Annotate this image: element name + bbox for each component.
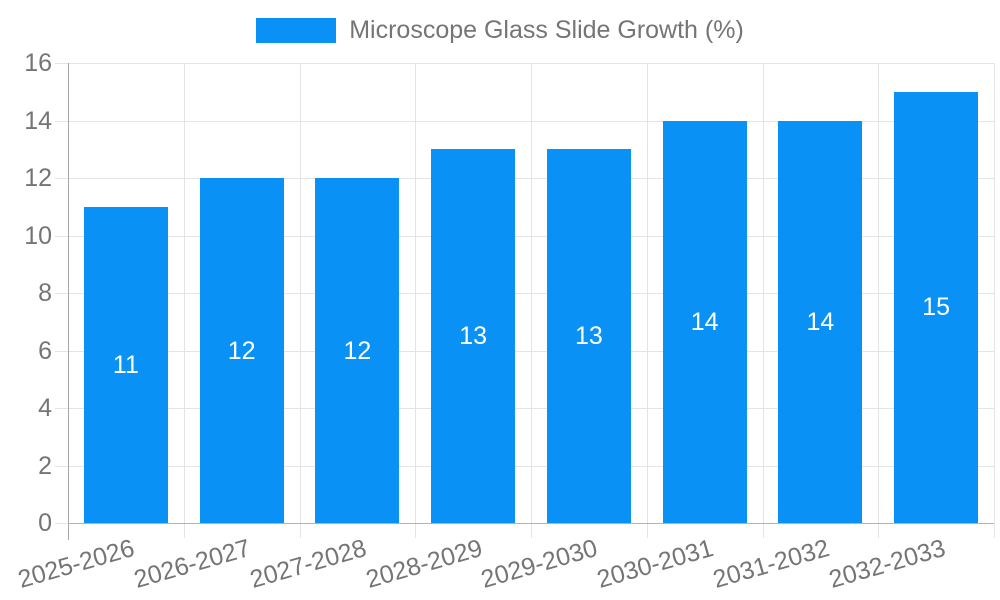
y-gridline [55,178,994,179]
legend-swatch-icon [256,18,337,43]
y-gridline [55,350,994,352]
y-gridline [55,120,994,122]
bar-value-label: 15 [922,293,950,322]
y-gridline [55,235,994,237]
bar[interactable] [662,120,747,523]
bar[interactable] [546,149,631,524]
y-gridline [55,63,994,64]
bar[interactable] [894,91,979,524]
bar-value-label: 12 [343,336,372,365]
x-tick-label: 2031-2032 [709,533,833,594]
bar-value-label: 14 [806,307,835,336]
x-tick-label: 2032-2033 [825,533,949,594]
category-gridline [762,63,764,538]
x-tick-label: 2027-2028 [246,533,370,594]
category-gridline [299,63,301,538]
y-tick-label: 6 [38,336,52,365]
y-tick-label: 8 [38,279,52,307]
bar-value-label: 14 [690,307,719,336]
y-tick-label: 0 [38,509,52,537]
x-tick-label: 2025-2026 [15,533,138,594]
category-gridline [183,63,185,538]
x-axis-line [68,523,994,524]
y-axis-line [68,63,69,540]
category-gridline [878,63,880,538]
x-tick-label: 2028-2029 [362,533,486,594]
legend: Microscope Glass Slide Growth (%) [0,16,1000,45]
y-gridline [55,408,994,409]
bar-value-label: 11 [112,350,139,379]
bar-value-label: 12 [227,336,256,365]
y-tick-label: 10 [24,221,52,250]
y-tick-label: 12 [24,164,52,192]
bar[interactable] [315,178,400,523]
category-gridline [646,63,648,538]
bar[interactable] [431,149,516,524]
bar[interactable] [778,120,863,523]
x-tick-label: 2026-2027 [130,533,254,594]
y-tick-label: 14 [24,106,52,135]
bar[interactable] [83,206,168,524]
category-gridline [415,63,417,538]
category-gridline [531,63,532,538]
y-tick-label: 2 [38,451,52,480]
y-tick-label: 4 [38,394,52,422]
category-gridline [994,63,995,538]
x-tick-label: 2030-2031 [593,533,717,594]
y-gridline [55,465,994,467]
y-tick-label: 16 [24,49,52,77]
x-tick-label: 2029-2030 [478,533,601,594]
bar-value-label: 13 [574,322,603,351]
bar[interactable] [199,178,284,523]
bar-value-label: 13 [459,322,487,351]
legend-label: Microscope Glass Slide Growth (%) [349,16,744,44]
y-gridline [55,293,994,294]
